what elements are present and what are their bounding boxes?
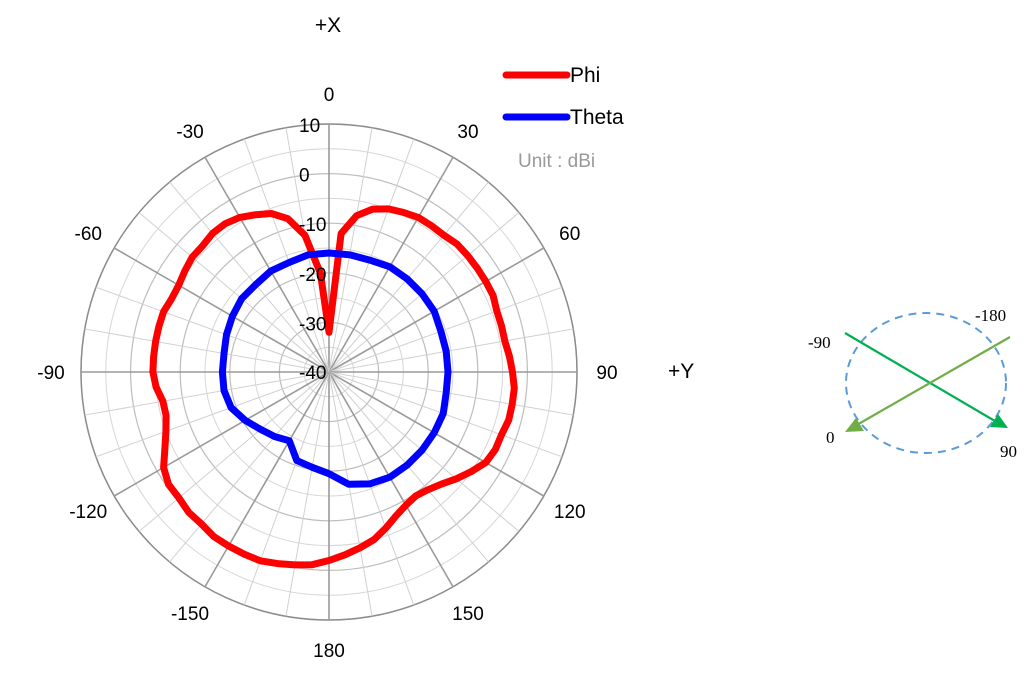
- legend: Phi Theta Unit : dBi: [502, 64, 624, 172]
- inset-label-0: 0: [826, 428, 835, 447]
- major-spoke: [204, 371, 330, 588]
- minor-spoke: [138, 212, 330, 373]
- angle-tick-label: -90: [37, 363, 64, 384]
- inset-dashed-ellipse: [845, 312, 1007, 454]
- data-series: [149, 205, 518, 569]
- angle-tick-label: 120: [554, 502, 586, 523]
- angle-tick-labels: 0 30 60 90 120 150 180 -150 -120 -90 -60 -30: [37, 85, 617, 662]
- minor-spoke: [84, 328, 330, 373]
- radial-tick-label: -30: [299, 314, 326, 335]
- inset-arrow-to-90: [844, 332, 1001, 425]
- major-spoke: [204, 156, 330, 373]
- radial-tick-labels: 10 0 -10 -20 -30 -40: [299, 116, 326, 384]
- minor-spoke: [328, 138, 415, 373]
- angle-tick-label: -60: [75, 224, 102, 245]
- radial-tick-label: -10: [299, 215, 326, 236]
- inset-label-minus90: -90: [808, 333, 831, 352]
- angle-tick-label: 60: [559, 224, 580, 245]
- major-spoke: [113, 371, 330, 497]
- minor-spoke: [95, 371, 330, 458]
- unit-note: Unit : dBi: [518, 151, 595, 172]
- angle-tick-label: -30: [176, 122, 203, 143]
- radial-tick-label: 10: [299, 116, 320, 137]
- minor-spoke: [169, 181, 330, 373]
- x-axis-direction-label: +X: [315, 14, 341, 37]
- inset-arrow-to-0: [854, 336, 1011, 427]
- angle-tick-label: -150: [171, 604, 209, 625]
- angle-tick-label: 30: [457, 122, 478, 143]
- minor-spoke: [95, 286, 330, 373]
- major-spoke: [113, 247, 330, 373]
- minor-spoke: [328, 371, 373, 617]
- minor-spoke: [243, 371, 330, 606]
- inset-label-90: 90: [1000, 442, 1017, 461]
- minor-spoke: [243, 138, 330, 373]
- y-axis-direction-label: +Y: [668, 360, 694, 383]
- minor-spoke: [328, 127, 373, 373]
- minor-spoke: [84, 371, 330, 416]
- angle-spokes: [81, 124, 577, 620]
- series-phi-line: [149, 205, 518, 569]
- radial-tick-label: -20: [299, 265, 326, 286]
- radial-tick-label: -40: [299, 363, 326, 384]
- minor-spoke: [328, 371, 574, 416]
- angle-tick-label: -120: [69, 502, 107, 523]
- angle-tick-label: 150: [452, 604, 484, 625]
- minor-spoke: [285, 371, 330, 617]
- minor-spoke: [169, 371, 330, 563]
- angle-tick-label: 0: [324, 85, 335, 106]
- angle-tick-label: 180: [313, 641, 345, 662]
- minor-spoke: [328, 371, 415, 606]
- series-theta-line: [218, 249, 452, 488]
- inset-arrowhead-0: [845, 418, 864, 432]
- minor-spoke: [328, 286, 563, 373]
- angle-tick-label: 90: [596, 363, 617, 384]
- minor-spoke: [138, 371, 330, 532]
- inset-label-minus180: -180: [975, 306, 1006, 325]
- radial-tick-label: 0: [299, 166, 310, 187]
- inset-arrowhead-90: [990, 414, 1008, 428]
- minor-spoke: [328, 328, 574, 373]
- legend-phi-label: Phi: [570, 64, 600, 87]
- orientation-inset: -90 -180 0 90: [808, 306, 1017, 461]
- legend-theta-label: Theta: [570, 106, 624, 129]
